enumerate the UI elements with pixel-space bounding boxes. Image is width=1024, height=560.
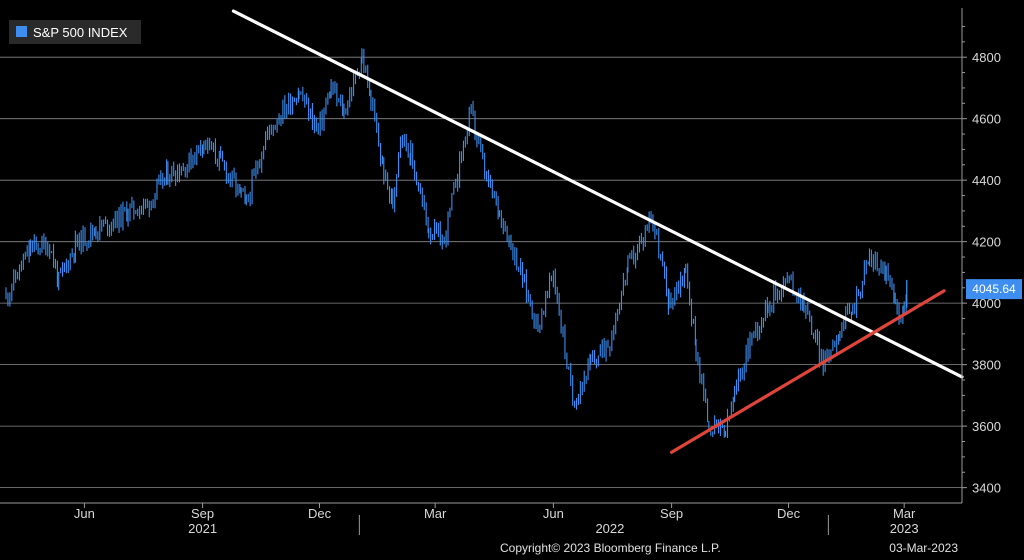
legend-swatch xyxy=(16,26,27,37)
y-tick-label: 4200 xyxy=(972,235,1001,250)
price-series xyxy=(5,48,908,439)
grid-lines xyxy=(0,56,962,489)
x-axis: Jun Sep Dec Mar Jun Sep Dec Mar 2021 2022 2023 xyxy=(0,502,962,536)
x-tick-label: Sep xyxy=(660,506,683,521)
legend-label: S&P 500 INDEX xyxy=(33,25,128,40)
legend: S&P 500 INDEX xyxy=(9,20,141,44)
last-value-badge: 4045.64 xyxy=(966,279,1022,300)
x-tick-label: Sep xyxy=(191,506,214,521)
x-tick-label: Mar xyxy=(893,506,916,521)
x-tick-label: Dec xyxy=(777,506,801,521)
trendline xyxy=(231,9,964,379)
axis-separators xyxy=(358,515,829,535)
y-tick-label: 3600 xyxy=(972,419,1001,434)
year-label: 2021 xyxy=(188,521,217,536)
last-value-box xyxy=(966,279,1022,300)
last-value-label: 4045.64 xyxy=(972,282,1016,296)
y-tick-label: 3800 xyxy=(972,358,1001,373)
y-axis: 3400 3600 3800 4000 4200 4400 4600 4800 xyxy=(961,8,1001,503)
y-tick-label: 4400 xyxy=(972,173,1001,188)
footer-date: 03-Mar-2023 xyxy=(889,541,958,555)
year-label: 2022 xyxy=(595,521,624,536)
y-tick-label: 4600 xyxy=(972,112,1001,127)
copyright-text: Copyright© 2023 Bloomberg Finance L.P. xyxy=(500,541,721,555)
x-tick-label: Jun xyxy=(543,506,564,521)
x-tick-label: Dec xyxy=(308,506,332,521)
y-tick-label: 4000 xyxy=(972,296,1001,311)
x-tick-label: Mar xyxy=(424,506,447,521)
trendline xyxy=(670,289,946,454)
trendlines xyxy=(231,9,964,454)
y-tick-label: 3400 xyxy=(972,481,1001,496)
x-tick-label: Jun xyxy=(74,506,95,521)
legend-box xyxy=(9,20,141,44)
year-label: 2023 xyxy=(890,521,919,536)
y-tick-label: 4800 xyxy=(972,50,1001,65)
